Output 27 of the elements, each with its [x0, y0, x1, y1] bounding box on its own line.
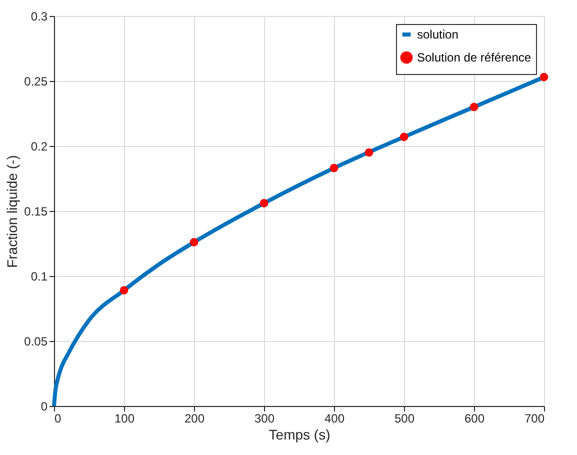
x-axis-title: Temps (s)	[268, 426, 330, 442]
point	[190, 238, 198, 246]
point	[400, 132, 408, 142]
x-tick-label: 0	[54, 412, 62, 426]
point	[330, 164, 338, 172]
point	[364, 148, 374, 157]
point	[540, 72, 548, 82]
x-tick-label: 700	[524, 412, 545, 426]
x-tick-label: 100	[114, 412, 135, 426]
y-tick-label: 0.05	[24, 334, 48, 348]
y-axis-title: Fraction liquide (-)	[4, 155, 20, 268]
x-tick-label: 200	[184, 412, 205, 426]
y-tick-label: 0.15	[24, 204, 48, 218]
point	[260, 199, 268, 208]
y-tick-label: 0.3	[30, 10, 48, 24]
point	[120, 286, 128, 294]
x-tick-label: 300	[254, 412, 275, 426]
y-tick-label: 0.1	[30, 270, 48, 284]
point	[470, 102, 478, 112]
legend-label: solution	[417, 28, 458, 42]
y-tick-label: 0	[40, 400, 48, 414]
x-tick-label: 400	[324, 412, 345, 426]
y-tick-label: 0.25	[24, 74, 48, 88]
x-tick-label: 500	[394, 412, 415, 426]
x-tick-label: 600	[464, 412, 485, 426]
y-tick-label: 0.2	[30, 140, 48, 154]
legend-label: Solution de référence	[417, 50, 532, 64]
